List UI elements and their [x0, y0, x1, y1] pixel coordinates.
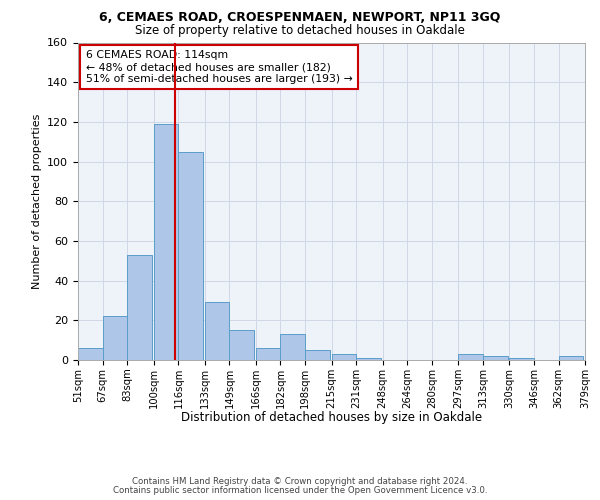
Bar [154, 124, 178, 360]
Bar [458, 354, 483, 360]
Bar [559, 356, 583, 360]
Bar [205, 302, 229, 360]
Bar [178, 152, 203, 360]
Text: 6 CEMAES ROAD: 114sqm
← 48% of detached houses are smaller (182)
51% of semi-det: 6 CEMAES ROAD: 114sqm ← 48% of detached … [86, 50, 352, 84]
Text: Size of property relative to detached houses in Oakdale: Size of property relative to detached ho… [135, 24, 465, 37]
Bar [332, 354, 356, 360]
Bar [356, 358, 381, 360]
Y-axis label: Number of detached properties: Number of detached properties [32, 114, 41, 289]
Bar [509, 358, 534, 360]
Text: Contains HM Land Registry data © Crown copyright and database right 2024.: Contains HM Land Registry data © Crown c… [132, 477, 468, 486]
Bar [280, 334, 305, 360]
Bar [483, 356, 508, 360]
Bar [103, 316, 127, 360]
Bar [256, 348, 280, 360]
Bar [78, 348, 103, 360]
Bar [229, 330, 254, 360]
Bar [127, 255, 152, 360]
X-axis label: Distribution of detached houses by size in Oakdale: Distribution of detached houses by size … [181, 411, 482, 424]
Bar [305, 350, 330, 360]
Text: Contains public sector information licensed under the Open Government Licence v3: Contains public sector information licen… [113, 486, 487, 495]
Text: 6, CEMAES ROAD, CROESPENMAEN, NEWPORT, NP11 3GQ: 6, CEMAES ROAD, CROESPENMAEN, NEWPORT, N… [100, 11, 500, 24]
